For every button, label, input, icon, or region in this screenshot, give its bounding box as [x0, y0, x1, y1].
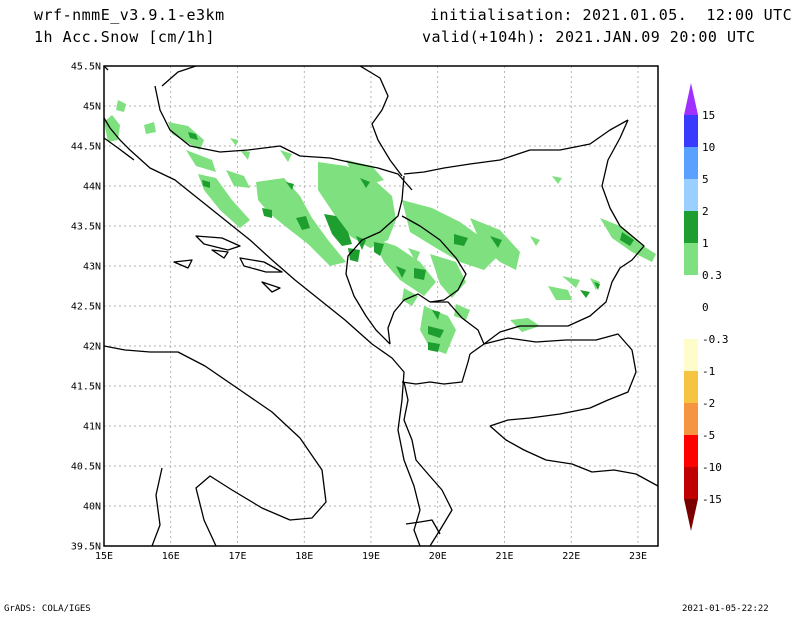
lon-label: 20E: [429, 551, 447, 562]
lat-label: 43.5N: [71, 222, 101, 233]
lat-label: 41N: [83, 422, 101, 433]
colorbar-box: [684, 403, 698, 435]
coastlines-borders: [104, 66, 658, 546]
lat-label: 39.5N: [71, 542, 101, 553]
footer-left: GrADS: COLA/IGES: [4, 604, 91, 614]
lon-label: 23E: [629, 551, 647, 562]
colorbar-label: 10: [702, 141, 715, 154]
colorbar-box: [684, 467, 698, 499]
lon-label: 15E: [95, 551, 113, 562]
colorbar-label: -2: [702, 397, 715, 410]
colorbar-label: -10: [702, 461, 722, 474]
snow-moderate-areas: [188, 132, 634, 352]
colorbar-box: [684, 211, 698, 243]
footer-right: 2021-01-05-22:22: [682, 604, 769, 614]
lon-label: 22E: [562, 551, 580, 562]
lat-label: 44N: [83, 182, 101, 193]
grid-lines: [104, 66, 658, 546]
colorbar-box: [684, 115, 698, 147]
colorbar-box: [684, 339, 698, 371]
colorbar-label: 0: [702, 301, 709, 314]
lat-label: 40.5N: [71, 462, 101, 473]
lon-label: 19E: [362, 551, 380, 562]
colorbar-label: -1: [702, 365, 715, 378]
colorbar-box: [684, 147, 698, 179]
lon-label: 17E: [228, 551, 246, 562]
colorbar-bottom-arrow: [684, 499, 698, 531]
colorbar-box: [684, 307, 698, 339]
init-time: initialisation: 2021.01.05. 12:00 UTC: [430, 6, 793, 24]
colorbar-box: [684, 371, 698, 403]
colorbar-label: -15: [702, 493, 722, 506]
lat-label: 42.5N: [71, 302, 101, 313]
longitude-labels: 15E 16E 17E 18E 19E 20E 21E 22E 23E: [95, 551, 647, 562]
lat-label: 40N: [83, 502, 101, 513]
colorbar-label: 15: [702, 109, 715, 122]
lon-label: 16E: [162, 551, 180, 562]
colorbar-box: [684, 243, 698, 275]
map-frame: [103, 65, 659, 547]
colorbar-box: [684, 275, 698, 307]
colorbar-top-arrow: [684, 83, 698, 115]
colorbar-label: 1: [702, 237, 709, 250]
colorbar-box: [684, 179, 698, 211]
latitude-labels: 45.5N 45N 44.5N 44N 43.5N 43N 42.5N 42N 41.5N 41N…: [71, 62, 101, 553]
lon-label: 18E: [295, 551, 313, 562]
colorbar-label: -5: [702, 429, 715, 442]
lat-label: 44.5N: [71, 142, 101, 153]
field-title: 1h Acc.Snow [cm/1h]: [34, 28, 216, 46]
lat-label: 41.5N: [71, 382, 101, 393]
lon-label: 21E: [495, 551, 513, 562]
colorbar-label: -0.3: [702, 333, 729, 346]
colorbar-label: 0.3: [702, 269, 722, 282]
lat-label: 42N: [83, 342, 101, 353]
colorbar-label: 5: [702, 173, 709, 186]
lat-label: 45.5N: [71, 62, 101, 73]
model-title: wrf-nmmE_v3.9.1-e3km: [34, 6, 225, 24]
lat-label: 43N: [83, 262, 101, 273]
colorbar-box: [684, 435, 698, 467]
colorbar-label: 2: [702, 205, 709, 218]
valid-time: valid(+104h): 2021.JAN.09 20:00 UTC: [422, 28, 756, 46]
lat-label: 45N: [83, 102, 101, 113]
